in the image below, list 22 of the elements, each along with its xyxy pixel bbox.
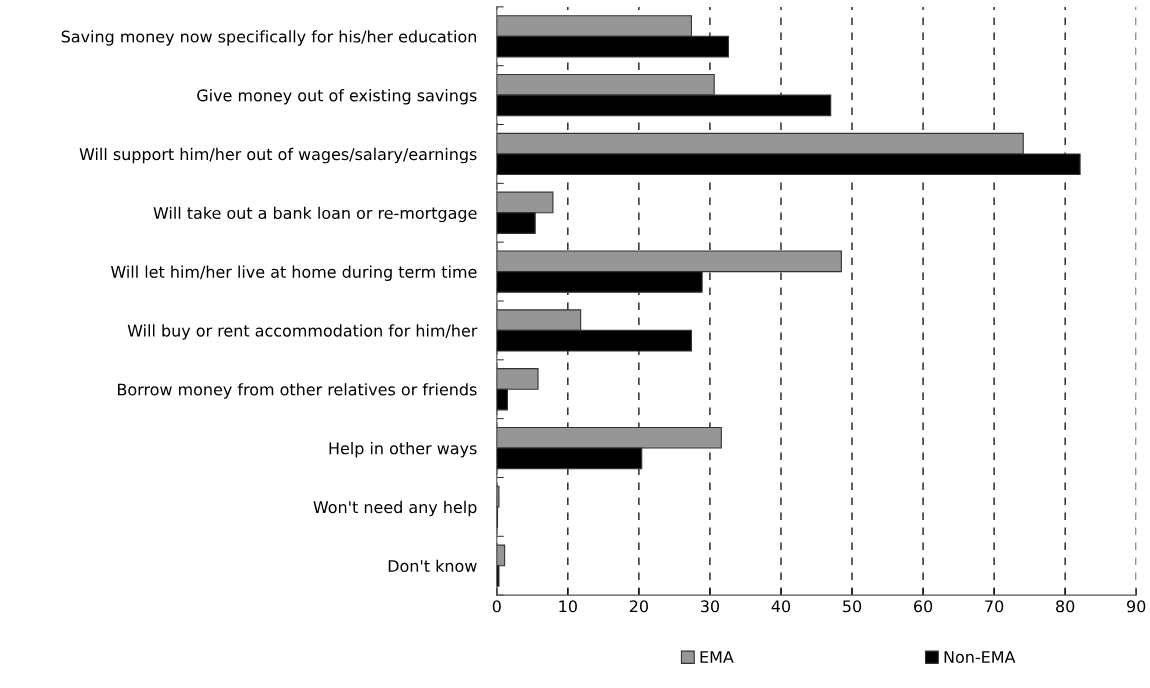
y-tick-label: Help in other ways <box>329 441 477 458</box>
legend-label: EMA <box>700 651 734 663</box>
x-tick-label: 40 <box>771 600 791 613</box>
y-tick-label: Don't know <box>388 559 477 572</box>
x-tick-label: 50 <box>843 600 862 613</box>
y-tick-label: Saving money now specifically for his/her education <box>61 30 476 46</box>
y-tick-label: Will take out a bank loan or re-mortgage <box>153 206 477 223</box>
legend-label: Non-EMA <box>944 651 1016 664</box>
y-tick-label: Will support him/her out of wages/salary/earnings <box>79 147 477 164</box>
y-tick-label: Borrow money from other relatives or friends <box>118 383 477 399</box>
x-tick-label: 30 <box>700 600 720 613</box>
x-tick-label: 20 <box>629 600 648 613</box>
y-tick-label: Will let him/her live at home during term time <box>110 265 477 281</box>
x-tick-label: 80 <box>1056 600 1075 613</box>
x-tick-label: 90 <box>1127 600 1146 613</box>
y-tick-label: Give money out of existing savings <box>197 89 477 105</box>
x-tick-label: 10 <box>559 600 577 613</box>
x-tick-label: 60 <box>914 600 933 613</box>
y-tick-label: Will buy or rent accommodation for him/her <box>127 324 478 340</box>
y-tick-label: Won't need any help <box>313 500 477 517</box>
x-tick-label: 0 <box>492 600 501 613</box>
x-tick-label: 70 <box>985 600 1004 613</box>
